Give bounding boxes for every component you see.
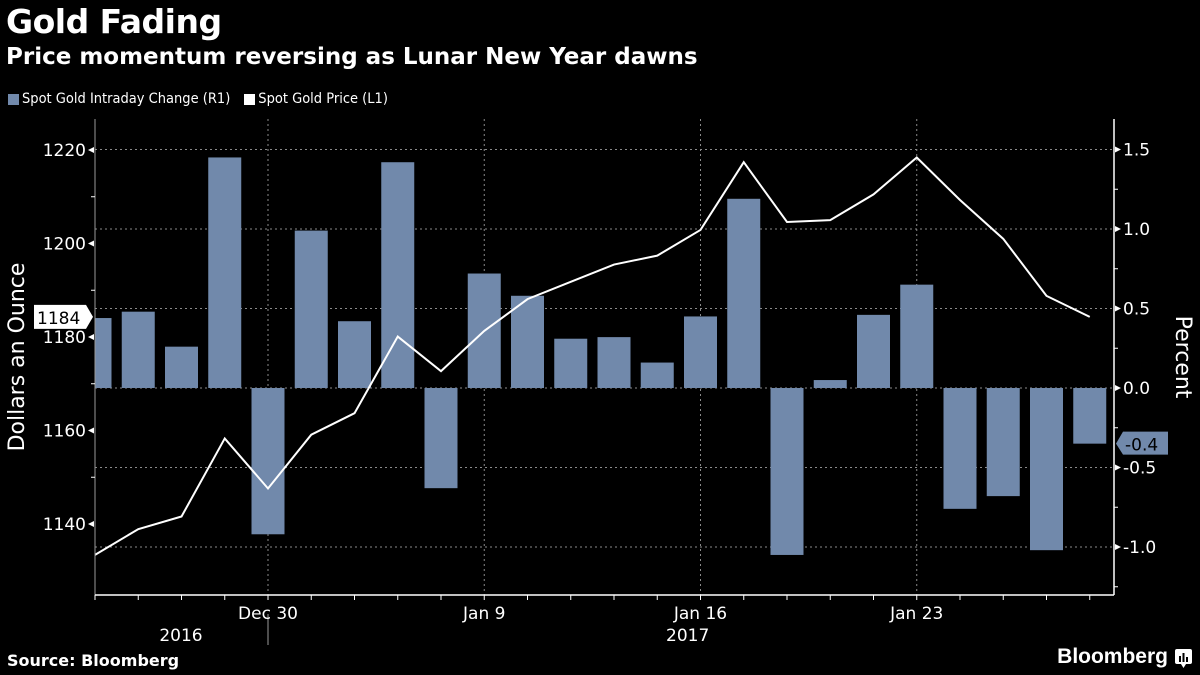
bar [813, 380, 847, 388]
tick-labels: Dec 30 Jan 9 Jan 16 Jan 23 2016 2017 1220 1200 1… [34, 141, 1168, 646]
bar [381, 162, 415, 388]
legend-swatch-line [244, 93, 256, 105]
bar [770, 388, 804, 555]
x-tick-label: Jan 16 [673, 604, 727, 624]
bar [208, 157, 242, 388]
year-label: 2016 [159, 626, 202, 646]
bar [424, 388, 458, 489]
legend-label: Spot Gold Intraday Change (R1) [22, 91, 231, 107]
chart-subtitle: Price momentum reversing as Lunar New Ye… [6, 44, 698, 70]
x-tick-label: Dec 30 [238, 604, 298, 624]
price-current-value-badge [34, 304, 93, 329]
source-note: Source: Bloomberg [7, 651, 180, 670]
y-right-tick [1115, 544, 1121, 550]
legend-swatch-bar [8, 93, 19, 105]
y-left-tick-label: 1160 [43, 422, 86, 442]
y-right-tick [1115, 305, 1121, 312]
bar [294, 230, 328, 388]
y-left-tick-label: 1220 [43, 141, 86, 161]
y-right-tick-label: 1.5 [1123, 141, 1150, 161]
y-left-axis-title: Dollars an Ounce [5, 263, 30, 452]
y-right-tick [1115, 146, 1121, 153]
line-series [94, 156, 1091, 556]
y-left-tick [88, 427, 94, 434]
bar [121, 311, 155, 388]
y-right-tick [1115, 226, 1121, 232]
y-left-tick [88, 334, 94, 340]
y-right-tick-label: 1.0 [1123, 220, 1150, 240]
y-left-tick-label: 1140 [43, 515, 86, 535]
bar [165, 346, 198, 388]
bar [338, 321, 371, 388]
y-right-tick-label: -1.0 [1123, 538, 1156, 558]
y-right-axis-title: Percent [1170, 316, 1195, 399]
bar [95, 318, 112, 388]
x-tick-label: Jan 9 [462, 604, 505, 624]
y-left-tick-label: 1200 [43, 235, 86, 255]
change-current-value-badge [1116, 431, 1168, 455]
bar [251, 388, 285, 535]
bar [511, 295, 544, 388]
bar [900, 284, 934, 388]
legend-item-intraday-change: Spot Gold Intraday Change (R1) [8, 91, 230, 107]
price-current-value-label: 1184 [37, 309, 80, 329]
brand-logo-text: Bloomberg [1057, 645, 1168, 668]
bar [943, 388, 977, 509]
y-left-tick [88, 147, 94, 153]
bar [857, 314, 890, 388]
y-left-tick-label: 1180 [43, 328, 86, 348]
change-current-value-label: -0.4 [1125, 436, 1158, 456]
bar [554, 338, 588, 388]
legend: Spot Gold Intraday Change (R1) Spot Gold… [8, 91, 402, 107]
y-right-tick-label: 0.0 [1123, 379, 1150, 399]
bar [986, 388, 1020, 497]
bar [727, 198, 761, 388]
bar [1030, 388, 1063, 551]
chart-title: Gold Fading [6, 2, 222, 41]
legend-item-gold-price: Spot Gold Price (L1) [244, 91, 388, 107]
bar [597, 337, 631, 388]
y-right-tick [1115, 464, 1121, 471]
bar [640, 362, 674, 388]
bar [1073, 388, 1107, 444]
year-label: 2017 [666, 626, 709, 646]
y-right-tick [1115, 385, 1121, 391]
y-left-tick [88, 240, 94, 247]
bar [684, 316, 717, 388]
bar-series [95, 157, 1107, 555]
price-line [94, 156, 1091, 556]
legend-label: Spot Gold Price (L1) [258, 91, 388, 107]
y-right-tick-label: 0.5 [1123, 300, 1150, 320]
bloomberg-chart-icon [1175, 649, 1192, 668]
y-left-tick [88, 521, 94, 527]
x-tick-label: Jan 23 [889, 604, 943, 624]
y-right-tick-label: -0.5 [1123, 459, 1156, 479]
axes [88, 119, 1121, 645]
